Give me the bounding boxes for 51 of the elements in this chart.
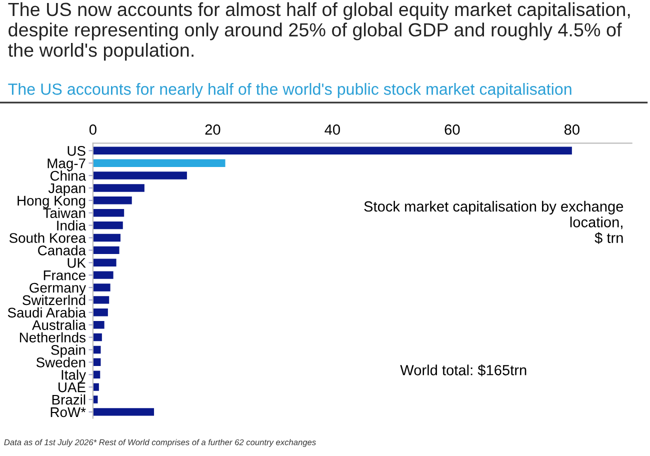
bar	[92, 258, 116, 266]
text: Data as of 1st July 2026* Rest of World comprises of a further 62 country exchanges	[4, 439, 316, 447]
x-tick-label: 60	[444, 124, 460, 135]
y-tick-label: India	[57, 220, 86, 230]
y-tick-label: Switzerlnd	[22, 294, 86, 306]
y-tick-label: France	[44, 270, 86, 280]
x-tick-label: 0	[89, 124, 96, 135]
bar	[92, 296, 110, 304]
bar	[92, 221, 123, 230]
annotation: Stock market capitalisation by exchange location, $ trn	[364, 200, 624, 244]
y-tick-label: Italy	[62, 370, 86, 383]
y-tick-label: RoW*	[50, 407, 86, 418]
x-tick-label: 80	[564, 124, 580, 135]
bar	[92, 246, 120, 254]
chart-subtitle: The US accounts for nearly half of the world's public stock market capitalisation	[8, 83, 572, 98]
y-tick-label: China	[50, 170, 86, 181]
bar	[92, 308, 108, 316]
x-tick-label: 20	[205, 124, 220, 135]
y-tick-label: UAE	[58, 382, 86, 392]
x-tick-label: 40	[324, 124, 340, 135]
y-tick-label: Australia	[32, 320, 86, 330]
y-tick-label: Brazil	[52, 394, 86, 405]
y-tick-label: South Korea	[9, 232, 86, 243]
y-tick-label: Sweden	[36, 357, 86, 368]
y-tick-label: Japan	[48, 183, 86, 196]
y-tick-label: US	[68, 146, 86, 156]
bar	[92, 146, 572, 155]
bar	[92, 408, 154, 416]
bar	[92, 209, 124, 217]
bar	[92, 196, 132, 204]
y-tick-label: Spain	[51, 344, 86, 358]
bar	[92, 184, 144, 192]
annotation: World total: $165trn	[400, 364, 526, 376]
y-tick-label: Taiwan	[43, 208, 86, 218]
y-tick-label: Mag-7	[48, 158, 86, 172]
bar	[92, 320, 104, 329]
bar	[92, 333, 102, 342]
bar	[92, 159, 226, 167]
y-tick-label: Saudi Arabia	[8, 307, 86, 318]
bar	[92, 370, 100, 378]
y-tick-label: UK	[68, 258, 86, 268]
bar	[92, 172, 187, 180]
y-tick-label: Netherlnds	[20, 332, 86, 342]
bar	[92, 271, 114, 279]
bar	[92, 234, 120, 242]
y-tick-label: Canada	[38, 245, 86, 256]
bar	[92, 383, 99, 391]
bar	[92, 284, 110, 292]
y-tick-label: Germany	[30, 282, 86, 296]
chart-title: The US now accounts for almost half of global equity market capitalisation, despite representing only around 25% of global GDP and roughly 4.5% of the world's population.	[8, 2, 630, 61]
y-tick-label: Hong Kong	[18, 196, 86, 208]
